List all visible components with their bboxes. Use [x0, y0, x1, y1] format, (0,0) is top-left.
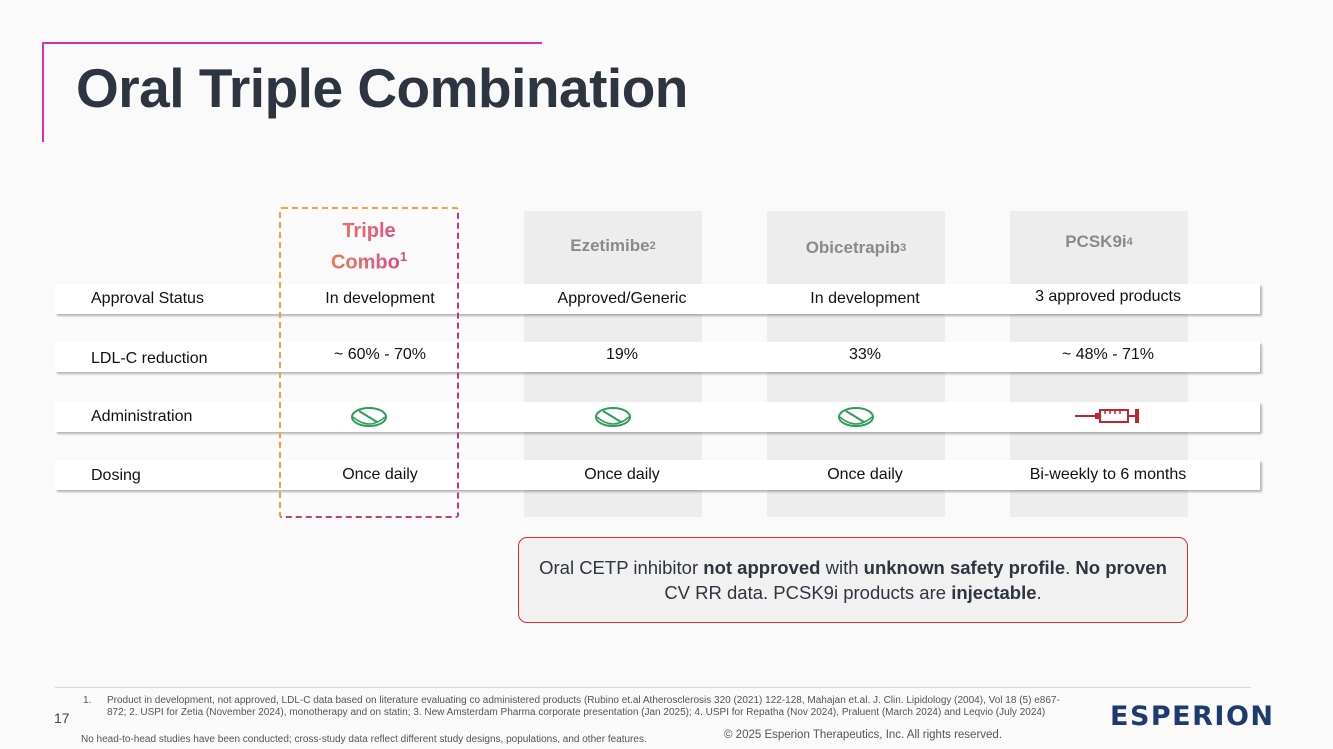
table-row-approval-status: Approval Status In development Approved/…: [55, 284, 1260, 314]
table-row-ldl-c-reduction: LDL-C reduction ~ 60% - 70% 19% 33% ~ 48…: [55, 342, 1260, 372]
pill-icon: [269, 405, 469, 434]
callout-box: Oral CETP inhibitor not approved with un…: [518, 537, 1188, 623]
row-label: Administration: [91, 408, 193, 425]
page-number: 17: [54, 710, 70, 726]
copyright-text: © 2025 Esperion Therapeutics, Inc. All r…: [724, 729, 1003, 741]
cell-pcsk9i: 3 approved products: [1035, 288, 1181, 305]
cell-obicetrapib: In development: [810, 290, 920, 307]
title-frame-top: [42, 42, 542, 44]
callout-text: Oral CETP inhibitor not approved with un…: [539, 557, 1167, 603]
disclaimer-text: No head-to-head studies have been conduc…: [81, 734, 647, 745]
footnote-text: Product in development, not approved, LD…: [107, 695, 1060, 718]
row-label: Approval Status: [91, 290, 204, 307]
row-label: Dosing: [91, 467, 141, 484]
page-title: Oral Triple Combination: [76, 57, 688, 119]
table-row-administration: Administration: [55, 402, 1260, 432]
table-row-dosing: Dosing Once daily Once daily Once daily …: [55, 460, 1260, 490]
cell-triple: In development: [325, 290, 435, 307]
column-header-ezetimibe: Ezetimibe 2: [570, 236, 656, 255]
cell-pcsk9i: Bi-weekly to 6 months: [1029, 466, 1187, 483]
pill-icon: [756, 405, 956, 434]
cell-ezetimibe: 19%: [605, 346, 639, 363]
cell-obicetrapib: 33%: [848, 346, 882, 363]
column-header-obicetrapib: Obicetrapib 3: [805, 238, 907, 257]
column-header-pcsk9i: PCSK9i 4: [1065, 232, 1133, 251]
cell-pcsk9i: ~ 48% - 71%: [1061, 346, 1155, 363]
row-label: LDL-C reduction: [91, 350, 208, 367]
triple-combo-highlight-box: [279, 207, 459, 518]
cell-obicetrapib: Once daily: [827, 466, 903, 483]
cell-triple: ~ 60% - 70%: [333, 346, 427, 363]
footnote-number: 1.: [83, 695, 92, 706]
pill-icon: [513, 405, 713, 434]
esperion-logo: ESPERION: [1110, 701, 1275, 732]
footer-divider: [55, 687, 1251, 688]
cell-triple: Once daily: [342, 466, 418, 483]
cell-ezetimibe: Approved/Generic: [557, 290, 687, 307]
cell-ezetimibe: Once daily: [584, 466, 660, 483]
title-frame-left: [42, 42, 44, 142]
syringe-icon: [1008, 407, 1208, 430]
